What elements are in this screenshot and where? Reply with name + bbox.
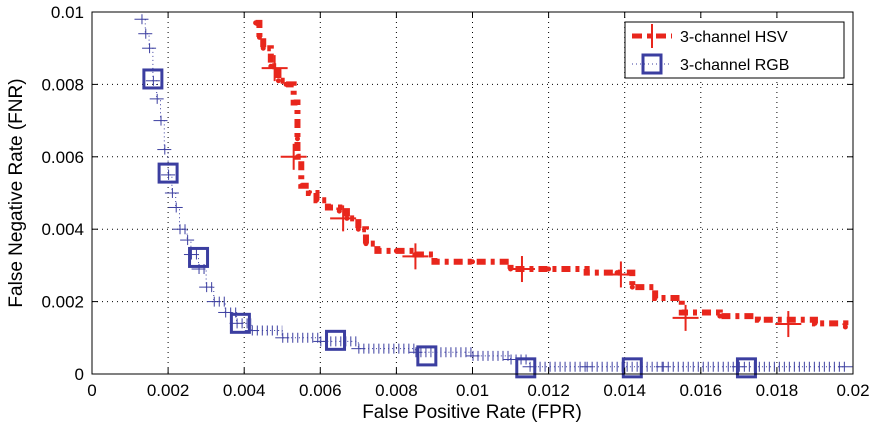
x-tick-label: 0.012 (527, 381, 570, 400)
rgb-square-marker (157, 162, 179, 184)
hsv-data-point (652, 295, 658, 301)
legend-hsv-label: 3-channel HSV (680, 29, 788, 46)
y-axis-label: False Negative Rate (FNR) (6, 78, 27, 307)
ticks: 0 0.002 0.004 0.006 0.008 0.01 0.012 0.014 0.016… (41, 3, 869, 400)
legend-rgb-square-marker (641, 53, 663, 75)
hsv-data-point (374, 248, 380, 254)
rgb-line (141, 18, 846, 368)
rgb-square-marker (142, 68, 164, 90)
x-tick-label: 0.004 (223, 381, 266, 400)
y-tick-label: 0.006 (41, 148, 84, 167)
hsv-plus-marker (402, 243, 429, 270)
hsv-data-point (629, 284, 635, 290)
hsv-data-point (298, 183, 304, 189)
y-tick-label: 0.002 (41, 293, 84, 312)
y-tick-label: 0.01 (51, 3, 84, 22)
hsv-data-point (546, 266, 552, 272)
hsv-data-point (393, 248, 399, 254)
hsv-data-point (283, 81, 289, 87)
rgb-square-marker (188, 246, 210, 268)
x-tick-label: 0.006 (299, 381, 342, 400)
hsv-data-point (584, 270, 590, 276)
rgb-square-marker (515, 357, 537, 379)
rgb-square-marker (325, 329, 347, 351)
hsv-data-point (842, 324, 848, 330)
series-hsv (253, 19, 849, 338)
hsv-data-point (291, 100, 297, 105)
hsv-data-point (717, 313, 723, 319)
hsv-plus-marker (775, 311, 802, 338)
x-tick-label: 0.02 (836, 381, 869, 400)
x-axis-label: False Positive Rate (FPR) (362, 402, 582, 423)
hsv-data-point (679, 309, 685, 315)
y-tick-label: 0.008 (41, 75, 84, 94)
rgb-square-marker (229, 312, 251, 334)
hsv-data-point (470, 259, 475, 265)
hsv-plus-marker (280, 143, 307, 170)
hsv-data-point (313, 197, 319, 203)
hsv-data-point (306, 190, 312, 196)
y-tick-label: 0.004 (41, 220, 84, 239)
hsv-data-point (275, 78, 281, 84)
hsv-data-point (260, 45, 266, 51)
hsv-data-point (256, 34, 262, 40)
x-tick-label: 0 (87, 381, 96, 400)
legend-rgb-label: 3-channel RGB (680, 57, 789, 74)
rgb-square-marker (416, 345, 438, 367)
rgb-square-marker (621, 357, 643, 379)
hsv-data-point (253, 20, 259, 26)
y-tick-label: 0 (75, 365, 84, 384)
hsv-data-point (355, 226, 361, 232)
x-tick-label: 0.018 (756, 381, 799, 400)
x-tick-label: 0.008 (375, 381, 418, 400)
x-tick-label: 0.014 (603, 381, 646, 400)
legend-entry-hsv: 3-channel HSV (632, 24, 788, 48)
hsv-plus-marker (330, 205, 357, 232)
legend-entry-rgb: 3-channel RGB (632, 53, 789, 75)
hsv-plus-marker (672, 304, 699, 331)
hsv-data-point (325, 204, 331, 210)
hsv-plus-marker (607, 261, 634, 288)
series-rgb (134, 14, 853, 379)
series-layer (134, 14, 853, 379)
x-tick-label: 0.016 (680, 381, 723, 400)
x-tick-label: 0.01 (456, 381, 489, 400)
hsv-data-point (812, 320, 818, 326)
hsv-data-point (336, 208, 342, 214)
x-tick-label: 0.002 (147, 381, 190, 400)
hsv-data-point (363, 241, 369, 247)
hsv-plus-marker (508, 256, 535, 283)
rgb-square-marker (735, 357, 757, 379)
hsv-plus-marker (261, 55, 288, 82)
hsv-data-point (431, 259, 437, 265)
hsv-data-point (755, 317, 761, 323)
legend: 3-channel HSV 3-channel RGB (624, 21, 845, 79)
hsv-data-point (294, 136, 300, 142)
